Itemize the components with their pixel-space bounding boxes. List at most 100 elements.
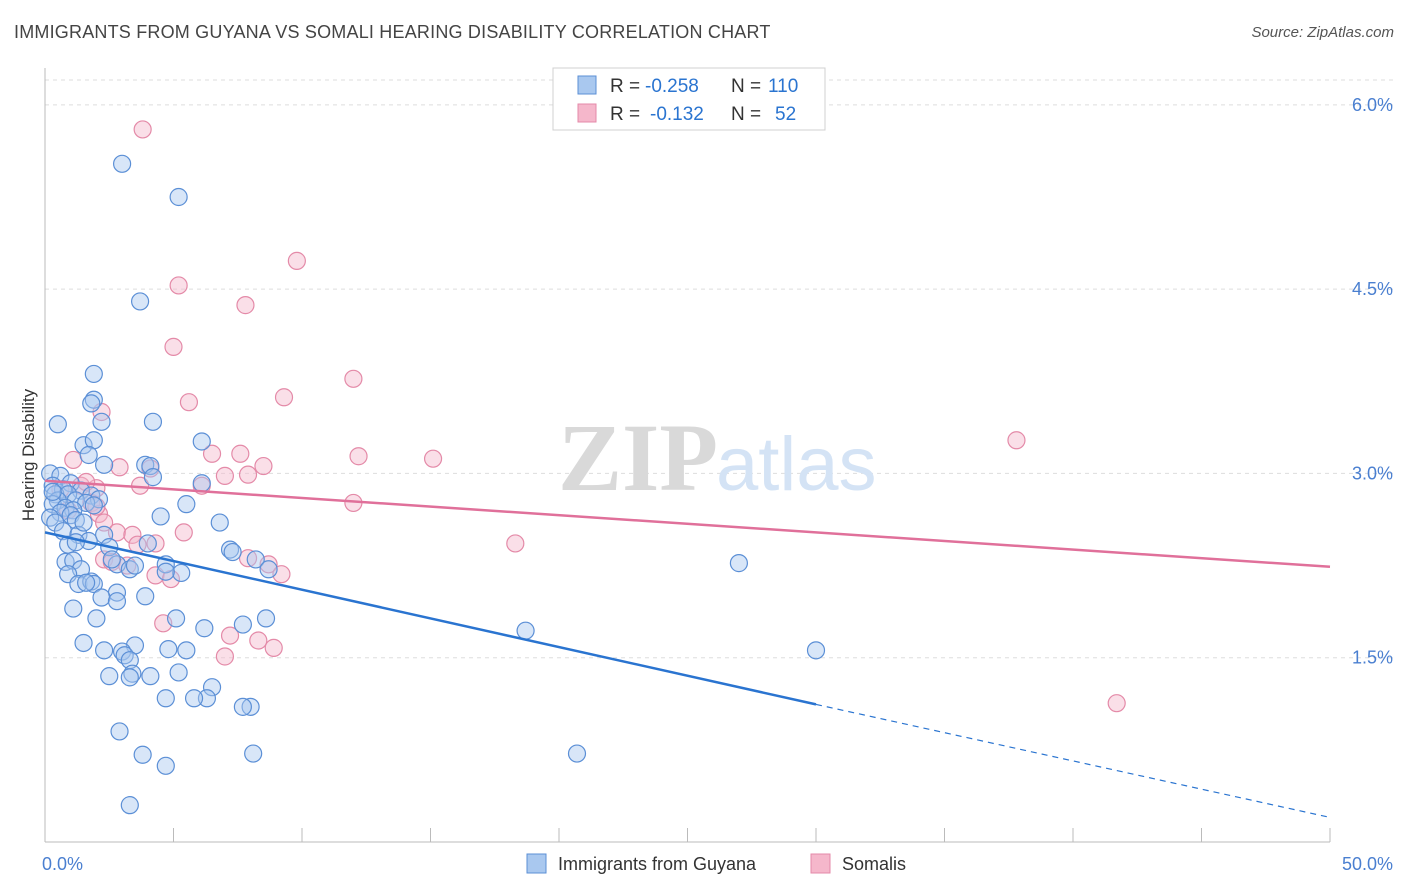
guyana-point — [156, 756, 175, 775]
guyana-point — [192, 432, 211, 451]
watermark-atlas: atlas — [716, 422, 877, 507]
guyana-point — [172, 563, 191, 583]
guyana-point — [41, 508, 60, 527]
top-legend-box — [552, 67, 826, 131]
somali-point — [238, 549, 258, 568]
guyana-point — [74, 436, 93, 455]
guyana-point — [177, 495, 196, 514]
guyana-point — [256, 609, 276, 628]
legend-swatch-somali — [810, 853, 831, 874]
guyana-point — [151, 507, 170, 526]
guyana-point — [102, 550, 121, 569]
guyana-point — [92, 412, 111, 431]
x-tick-label-min: 0.0% — [42, 854, 83, 874]
guyana-point — [210, 513, 229, 532]
guyana-point — [567, 744, 587, 763]
guyana-point — [156, 689, 175, 708]
legend-label-guyana: Immigrants from Guyana — [558, 854, 757, 874]
somali-point — [89, 504, 109, 524]
guyana-point — [241, 697, 260, 716]
guyana-point — [220, 540, 240, 559]
guyana-point — [84, 364, 103, 384]
legend-r-value-somali: -0.132 — [650, 104, 704, 125]
somali-point — [110, 458, 129, 477]
guyana-point — [259, 560, 278, 579]
guyana-point — [100, 667, 119, 686]
guyana-point — [110, 722, 129, 741]
guyana-points — [41, 154, 826, 815]
somali-point — [202, 444, 222, 463]
x-tick-label-max: 50.0% — [1342, 854, 1393, 874]
somali-point — [215, 647, 234, 666]
guyana-point — [112, 154, 132, 173]
guyana-point — [184, 689, 204, 708]
somali-point — [123, 525, 142, 544]
guyana-point — [143, 468, 163, 487]
somali-point — [220, 626, 240, 645]
guyana-point — [141, 667, 160, 686]
somali-point — [215, 466, 234, 485]
guyana-point — [115, 646, 134, 665]
guyana-point — [141, 456, 160, 476]
somali-points — [51, 120, 1126, 713]
guyana-point — [233, 697, 252, 716]
y-tick-label: 1.5% — [1352, 648, 1393, 668]
somali-point — [164, 337, 183, 356]
y-tick-label: 4.5% — [1352, 279, 1393, 299]
y-tick-label: 6.0% — [1352, 95, 1393, 115]
legend-n-label: N = — [731, 76, 761, 97]
somali-point — [238, 465, 258, 484]
guyana-point — [82, 394, 101, 413]
somali-point — [169, 276, 188, 295]
somali-point — [249, 631, 268, 650]
legend-r-label: R = — [610, 104, 640, 125]
guyana-point — [84, 496, 103, 515]
legend-swatch-guyana — [577, 75, 597, 95]
guyana-point — [166, 609, 186, 628]
guyana-point — [64, 599, 83, 618]
legend-r-label: R = — [610, 76, 640, 97]
guyana-point — [169, 187, 188, 207]
guyana-point — [177, 641, 196, 660]
guyana-trend-line — [44, 531, 817, 706]
tick-labels: 1.5% 3.0% 4.5% 6.0% 0.0% 50.0% — [42, 95, 1393, 874]
guyana-point — [48, 415, 67, 434]
guyana-point — [192, 474, 211, 493]
guyana-point — [159, 640, 178, 659]
guyana-point — [729, 554, 749, 573]
guyana-point — [169, 663, 188, 682]
y-axis-label: Hearing Disability — [19, 388, 38, 521]
guyana-point — [233, 615, 252, 634]
guyana-point — [202, 678, 222, 697]
somali-point — [146, 534, 165, 553]
guyana-point — [195, 619, 214, 638]
legend-label-somali: Somalis — [842, 854, 906, 874]
guyana-point — [43, 482, 62, 501]
guyana-point — [806, 641, 826, 660]
guyana-point — [95, 455, 114, 474]
guyana-point — [125, 556, 145, 575]
guyana-point — [143, 412, 163, 431]
somali-point — [344, 369, 363, 388]
guyana-point — [120, 796, 139, 815]
guyana-trend-extension — [815, 703, 1331, 819]
axes — [44, 68, 1331, 843]
somali-point — [423, 449, 443, 468]
guyana-point — [74, 633, 93, 653]
legend-r-value-guyana: -0.258 — [645, 76, 699, 97]
guyana-point — [51, 466, 70, 485]
source-label: Source: ZipAtlas.com — [1251, 24, 1394, 41]
guyana-point — [92, 588, 111, 607]
somali-point — [1107, 694, 1126, 713]
somali-point — [236, 296, 255, 315]
guyana-point — [136, 587, 155, 606]
guyana-point — [516, 621, 535, 640]
somali-point — [287, 251, 306, 270]
watermark-zip: ZIP — [558, 404, 718, 511]
guyana-point — [156, 562, 175, 581]
guyana-point — [138, 534, 157, 553]
somali-point — [1007, 431, 1026, 450]
legend-n-label: N = — [731, 104, 761, 125]
guyana-point — [84, 574, 103, 594]
bottom-legend: Immigrants from Guyana Somalis — [526, 853, 906, 874]
